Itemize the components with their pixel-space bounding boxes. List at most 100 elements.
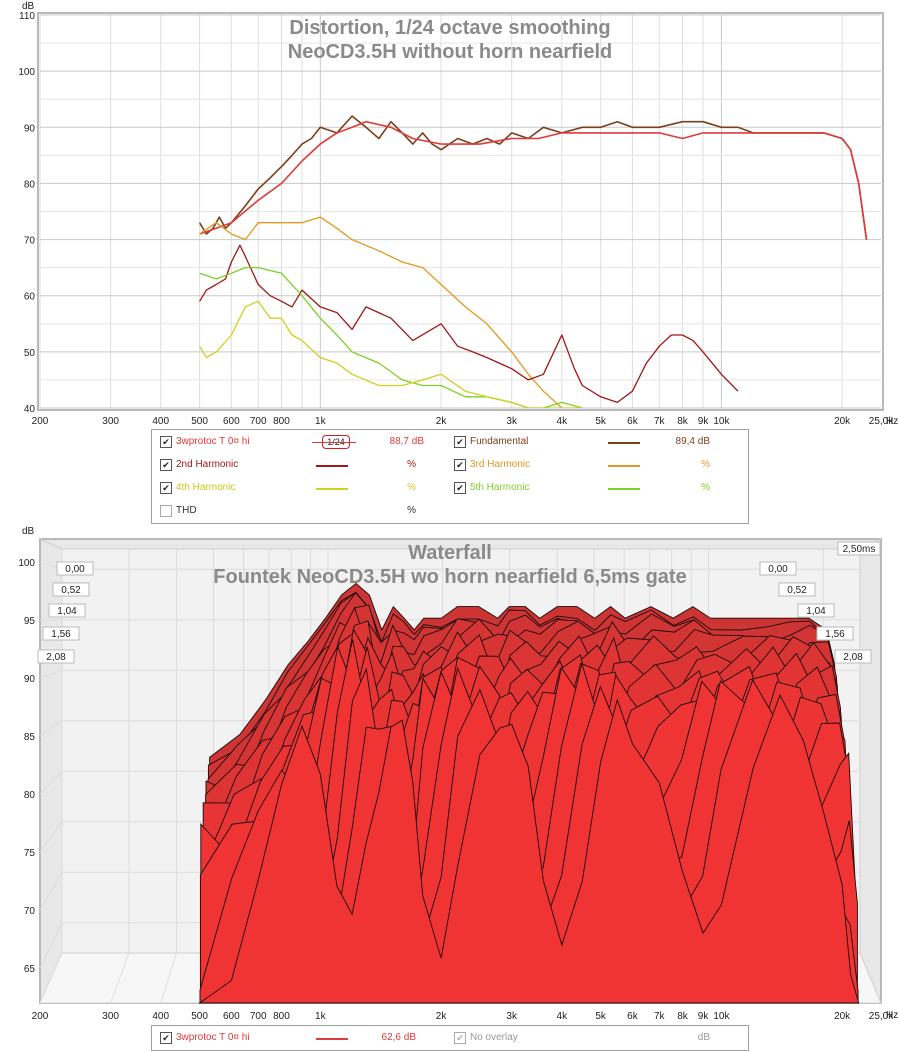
z-label-box	[816, 626, 854, 641]
legend-checkbox[interactable]: ✔	[454, 459, 466, 471]
z-label-box	[42, 626, 80, 641]
z-label-left: 1,04	[48, 603, 86, 618]
legend-row-measurement[interactable]: ✔ 3wprotoc T 0¤ hi 1/24 88,7 dB	[160, 434, 450, 450]
chart1-ylabel: dB	[22, 1, 35, 12]
z-label-box	[48, 603, 86, 618]
legend-value: dB	[697, 1032, 710, 1043]
legend-line-swatch	[316, 488, 348, 490]
legend-checkbox[interactable]: ✔	[454, 482, 466, 494]
legend-value: %	[701, 459, 710, 470]
x-tick-label: 800	[273, 416, 290, 427]
x-tick-label: 200	[32, 1011, 49, 1022]
legend-row-fundamental[interactable]: ✔ Fundamental 89,4 dB	[454, 434, 744, 450]
z-label-text: 1,04	[806, 606, 826, 617]
series-line-2	[199, 216, 565, 408]
side-gridline	[39, 821, 63, 853]
side-gridline	[39, 720, 63, 737]
x-tick-label: 500	[191, 416, 208, 427]
legend-checkbox[interactable]: ✔	[160, 459, 172, 471]
chart1-xunit: Hz	[886, 416, 898, 427]
legend-checkbox[interactable]	[160, 505, 172, 517]
z-label-box	[797, 603, 835, 618]
x-tick-label: 600	[223, 1011, 240, 1022]
x-tick-label: 400	[152, 416, 169, 427]
y-tick-label: 50	[24, 348, 36, 359]
z-label-text: 0,00	[65, 564, 85, 575]
legend-checkbox[interactable]: ✔	[160, 436, 172, 448]
legend-row-5th-harmonic[interactable]: ✔ 5th Harmonic %	[454, 480, 744, 496]
y-tick-label: 100	[18, 67, 35, 78]
x-tick-label: 5k	[595, 416, 607, 427]
side-gridline	[39, 922, 63, 969]
legend-checkbox[interactable]: ✔	[160, 1032, 172, 1044]
legend-row-3rd-harmonic[interactable]: ✔ 3rd Harmonic %	[454, 457, 744, 473]
z-label-text: 0,52	[61, 585, 81, 596]
chart2-ylabel: dB	[22, 526, 35, 537]
legend-value: %	[407, 459, 416, 470]
legend-checkbox[interactable]: ✔	[454, 436, 466, 448]
chart2-subtitle: Fountek NeoCD3.5H wo horn nearfield 6,5m…	[213, 566, 686, 588]
legend-value: 88,7 dB	[389, 436, 424, 447]
x-tick-label: 1k	[315, 416, 327, 427]
z-label-text: 2,08	[46, 652, 66, 663]
x-tick-label: 400	[152, 1011, 169, 1022]
legend-row-2nd-harmonic[interactable]: ✔ 2nd Harmonic %	[160, 457, 450, 473]
side-gridline	[39, 669, 63, 679]
side-gridline	[39, 871, 63, 911]
z-label-right: 2,08	[834, 649, 872, 664]
z-label-box	[56, 561, 94, 576]
z-label-right: 1,56	[816, 626, 854, 641]
legend-checkbox[interactable]: ✔	[454, 1032, 466, 1044]
x-tick-label: 20k	[834, 416, 851, 427]
chart2-title: Waterfall	[408, 542, 492, 564]
chart2-xunit: Hz	[886, 1010, 898, 1021]
z-label-right: 1,04	[797, 603, 835, 618]
x-tick-label: 800	[273, 1011, 290, 1022]
y-tick-label: 70	[24, 906, 36, 917]
x-tick-label: 500	[191, 1011, 208, 1022]
x-tick-label: 2k	[436, 1011, 448, 1022]
chart1-grid	[39, 14, 881, 409]
z-label-left: 2,08	[37, 649, 75, 664]
y-tick-label: 90	[24, 674, 36, 685]
x-tick-label: 4k	[557, 416, 569, 427]
z-label-box	[778, 582, 816, 597]
x-tick-label: 20k	[834, 1011, 851, 1022]
y-tick-label: 60	[24, 292, 36, 303]
waterfall-axes: 65 70 75 80 85 90 95 100 200 300 400 500 600 700 800 1k…	[18, 541, 894, 1022]
x-tick-label: 300	[102, 416, 119, 427]
x-tick-label: 25,0k	[869, 416, 894, 427]
chart1-series-group	[198, 115, 868, 408]
legend-row-thd[interactable]: THD %	[160, 503, 450, 519]
x-tick-label: 10k	[713, 1011, 730, 1022]
z-label-box	[837, 541, 881, 556]
waterfall-slices	[198, 582, 860, 1004]
waterfall-slice	[198, 693, 860, 1004]
z-label-text: 1,56	[51, 629, 71, 640]
waterfall-chart: 65 70 75 80 85 90 95 100 200 300 400 500 600 700 800 1k…	[18, 526, 898, 1022]
legend-checkbox[interactable]: ✔	[160, 482, 172, 494]
box-edge	[39, 538, 63, 550]
x-tick-label: 2k	[436, 416, 448, 427]
legend-line-swatch	[608, 488, 640, 490]
x-tick-label: 200	[32, 416, 49, 427]
floor-gridline	[39, 952, 63, 1004]
x-tick-label: 5k	[595, 1011, 607, 1022]
z-label-end: 2,50ms	[837, 541, 881, 556]
x-tick-label: 3k	[506, 416, 518, 427]
legend-row-4th-harmonic[interactable]: ✔ 4th Harmonic %	[160, 480, 450, 496]
legend-value: %	[407, 482, 416, 493]
x-tick-label: 8k	[677, 416, 689, 427]
legend-row-no-overlay[interactable]: ✔ No overlay dB	[454, 1030, 744, 1046]
legend-row-label: 2nd Harmonic	[176, 459, 239, 470]
z-label-text: 1,04	[57, 606, 77, 617]
legend-value: 89,4 dB	[675, 436, 710, 447]
legend-row-label: Fundamental	[470, 436, 529, 447]
z-label-right: 0,00	[759, 561, 797, 576]
legend-row-measurement[interactable]: ✔ 3wprotoc T 0¤ hi 62,6 dB	[160, 1030, 450, 1046]
x-tick-label: 8k	[677, 1011, 689, 1022]
series-line-5	[199, 300, 583, 408]
x-tick-label: 1k	[315, 1011, 327, 1022]
chart1-subtitle: NeoCD3.5H without horn nearfield	[288, 41, 612, 63]
x-tick-label: 300	[102, 1011, 119, 1022]
